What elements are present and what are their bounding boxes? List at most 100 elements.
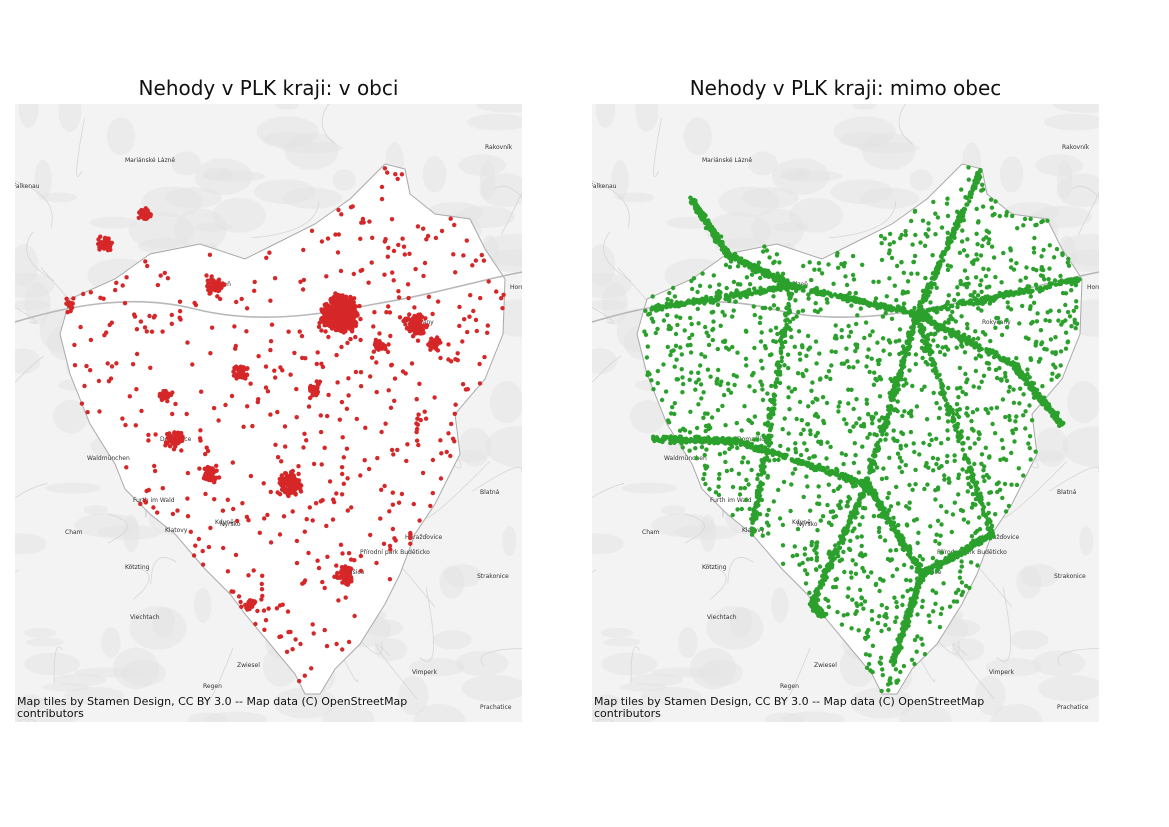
accident-point [133,423,138,428]
place-label: Waldmünchen [87,455,130,462]
attribution-left-line2: contributors [17,707,84,720]
accident-point [193,543,198,548]
accident-point [200,562,206,567]
accident-point [761,290,767,295]
accident-point [972,178,978,183]
accident-point [357,303,362,309]
accident-point [349,301,354,307]
accident-point [912,315,917,320]
terrain-patch [502,526,517,556]
place-label: Mariánské Lázně [125,157,175,164]
accident-point [899,370,905,376]
accident-point [295,483,300,488]
terrain-patch [413,703,466,722]
accident-point [322,585,327,591]
place-label: Rakovník [485,144,513,151]
accident-point [337,417,342,422]
accident-point [885,518,891,523]
panel-right-title: Nehody v PLK kraji: mimo obec [689,76,1002,100]
accident-point [453,402,458,407]
place-label: Furth im Wald [710,497,752,504]
accident-point [300,581,305,586]
accident-point [330,517,336,522]
road-line [15,355,45,383]
accident-point [963,195,968,200]
accident-point [984,536,989,541]
place-label: Falkenau [15,183,40,190]
accident-point [850,514,856,519]
accident-point [155,510,160,515]
accident-point [335,570,340,576]
panel-left-title: Nehody v PLK kraji: v obci [138,76,399,100]
accident-point [968,299,973,304]
accident-point [322,445,327,450]
accident-point [422,409,427,414]
place-label: Blatná [480,489,500,496]
road-line [703,565,727,600]
accident-point [335,575,340,580]
accident-point [386,245,391,250]
accident-point [389,217,395,222]
accident-point [225,497,230,502]
accident-point [746,442,751,448]
accident-point [302,431,307,436]
accident-point [374,360,379,365]
terrain-patch [97,525,162,540]
accident-point [412,305,417,310]
accident-point [341,317,346,322]
place-label: Zwiesel [237,662,260,669]
accident-point [274,606,280,611]
terrain-patch [1079,526,1094,556]
accident-point [415,224,421,229]
accident-point [845,473,850,479]
accident-point [343,595,348,600]
accident-point [966,460,972,465]
accident-point [973,341,979,346]
accident-point [302,529,307,534]
accident-point [390,270,395,275]
accident-point [371,349,376,354]
road-line [592,355,622,383]
accident-point [960,213,966,219]
accident-point [334,563,339,568]
accident-point [408,535,413,541]
accident-point [215,294,220,299]
accident-point [874,497,879,502]
accident-point [217,296,223,302]
accident-point [909,607,914,612]
accident-point [836,294,841,299]
accident-point [207,285,212,291]
accident-point [388,547,393,552]
accident-point [956,438,961,444]
place-label: Vimperk [412,669,437,676]
accident-point [912,594,917,600]
accident-point [345,340,350,346]
accident-point [245,404,250,409]
terrain-patch [23,627,57,638]
accident-point [932,270,937,275]
accident-point [122,301,128,306]
terrain-patch [852,104,877,110]
terrain-patch [374,638,408,661]
accident-point [1008,289,1013,294]
accident-point [821,288,827,294]
accident-point [294,538,300,544]
accident-point [340,551,345,556]
accident-point [968,465,973,470]
terrain-patch [34,159,52,200]
place-label: Rokycany [982,319,1011,326]
accident-point [667,302,672,307]
accident-point [901,624,907,630]
accident-point [343,328,348,334]
terrain-patch [408,658,465,677]
accident-point [954,226,959,231]
accident-point [294,560,300,566]
terrain-patch [467,113,522,131]
accident-point [387,310,393,315]
accident-point [851,297,856,302]
accident-point [298,279,303,284]
accident-point [198,428,203,433]
accident-point [358,568,364,574]
accident-point [306,550,311,556]
accident-point [308,385,313,391]
